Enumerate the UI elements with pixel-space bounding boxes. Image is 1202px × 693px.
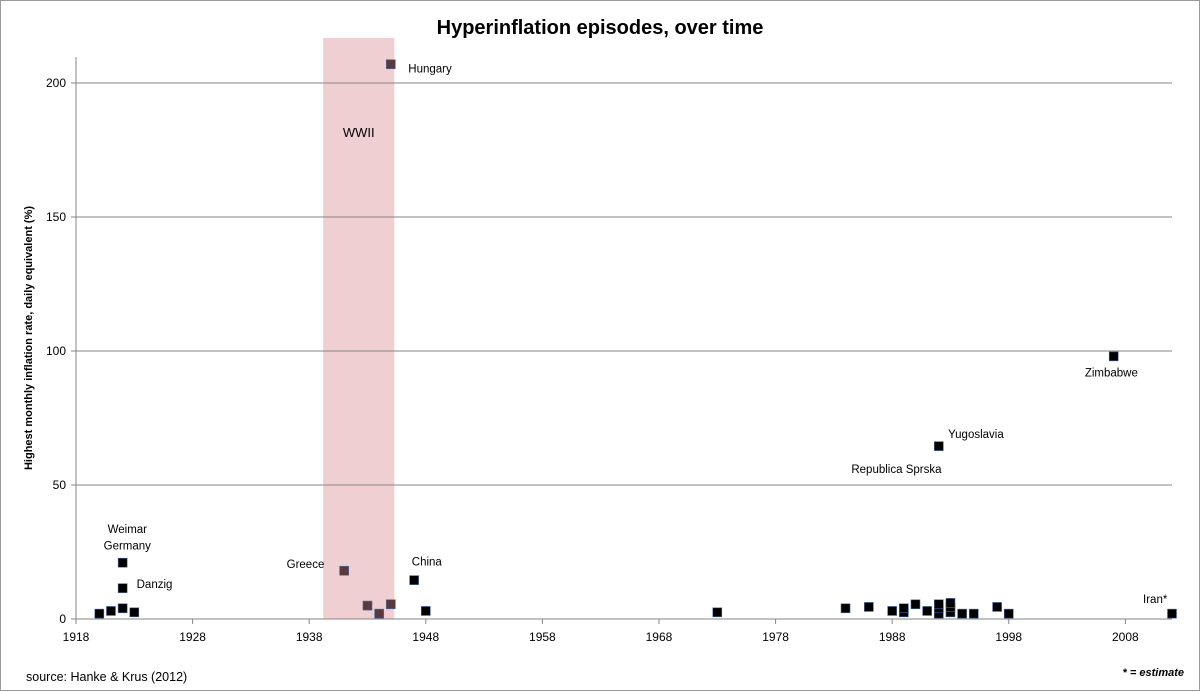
data-point (117, 583, 128, 593)
point-annotation: Iran* (1143, 594, 1168, 606)
x-tick-label: 1918 (63, 630, 90, 644)
data-point (1003, 608, 1014, 619)
point-annotation: Republica Sprska (851, 464, 942, 476)
data-point (409, 575, 419, 585)
data-point (922, 606, 932, 616)
point-annotation: Germany (104, 540, 152, 552)
data-point (94, 608, 105, 619)
y-tick-label: 150 (46, 210, 66, 224)
data-point (968, 608, 979, 619)
data-point (362, 600, 373, 611)
data-point (992, 602, 1002, 612)
data-point (386, 599, 396, 610)
gridlines (76, 82, 1172, 486)
x-tick-label: 1968 (646, 630, 673, 644)
y-tick-label: 0 (59, 612, 66, 626)
data-point (339, 565, 349, 576)
data-point (957, 608, 967, 619)
data-point (934, 599, 944, 610)
data-point (864, 602, 874, 612)
x-tick-label: 1978 (762, 630, 789, 644)
period-label: WWII (343, 125, 375, 140)
point-annotation: Greece (287, 559, 325, 571)
period-band (323, 38, 395, 619)
x-tick-label: 1938 (296, 630, 323, 644)
data-point (934, 441, 944, 451)
point-annotation: Zimbabwe (1085, 367, 1138, 379)
data-point (420, 606, 431, 616)
point-annotation: Danzig (137, 579, 173, 591)
data-point (117, 557, 128, 568)
data-point (1167, 608, 1177, 619)
y-tick-label: 200 (46, 76, 66, 90)
point-annotation: Yugoslavia (948, 429, 1004, 441)
x-tick-label: 2008 (1112, 630, 1139, 644)
data-point (899, 603, 909, 614)
data-point (840, 603, 851, 614)
x-tick-label: 1988 (879, 630, 906, 644)
annotations: Weimar Germany Danzig Greece Hungary China Yug… (104, 63, 1168, 606)
y-tick-label: 100 (46, 344, 66, 358)
data-point (1108, 351, 1119, 362)
data-point (712, 607, 723, 618)
data-points (94, 59, 1177, 619)
x-tick-label: 1948 (412, 630, 439, 644)
data-point (117, 603, 128, 614)
wwii-period-band: WWII (323, 38, 395, 619)
point-annotation: Weimar (108, 524, 148, 536)
x-tick-label: 1928 (179, 630, 206, 644)
source-note: source: Hanke & Krus (2012) (26, 670, 187, 684)
x-tick-label: 1958 (529, 630, 556, 644)
data-point (374, 608, 384, 619)
point-annotation: China (412, 556, 443, 568)
data-point (910, 599, 921, 610)
x-tick-label: 1998 (995, 630, 1022, 644)
data-point (129, 607, 140, 618)
estimate-footnote: * = estimate (1123, 667, 1184, 679)
data-point (887, 606, 897, 616)
chart-title: Hyperinflation episodes, over time (437, 17, 764, 39)
point-annotation: Hungary (408, 63, 452, 75)
data-point (386, 59, 396, 70)
y-axis-label: Highest monthly inflation rate, daily eq… (23, 206, 35, 470)
axes: 0 50 100 150 200 1918 1928 1938 1948 1958 1968 1978… (46, 57, 1172, 644)
data-point (106, 606, 116, 616)
data-point (945, 598, 956, 608)
y-tick-label: 50 (53, 478, 67, 492)
